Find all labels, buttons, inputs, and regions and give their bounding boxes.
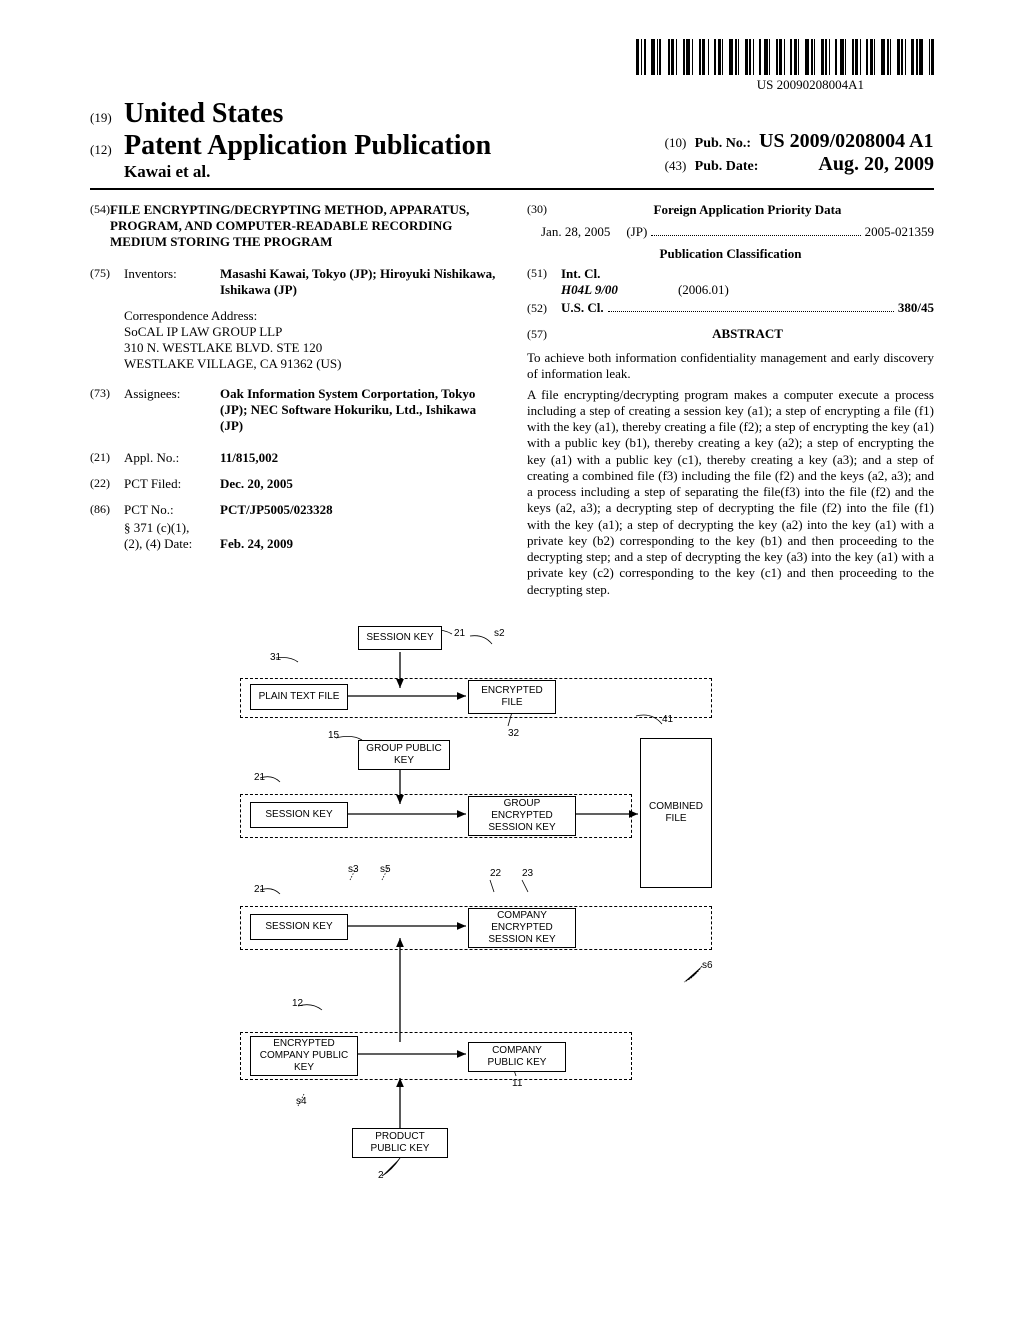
country-tag: (19) xyxy=(90,110,124,126)
pct-filed-value: Dec. 20, 2005 xyxy=(220,476,497,492)
ref-41: 41 xyxy=(662,714,673,725)
box-encrypted-file: ENCRYPTED FILE xyxy=(468,680,556,714)
ref-s6: s6 xyxy=(702,960,713,971)
foreign-country: (JP) xyxy=(626,224,647,240)
foreign-priority-head: Foreign Application Priority Data xyxy=(561,202,934,218)
box-product-public-key: PRODUCT PUBLIC KEY xyxy=(352,1128,448,1158)
appl-no-text: 11/815,002 xyxy=(220,450,278,465)
abstract-paragraph-2: A file encrypting/decrypting program mak… xyxy=(527,387,934,598)
pct-no-label: PCT No.: xyxy=(124,502,220,518)
correspondence-addr1: 310 N. WESTLAKE BLVD. STE 120 xyxy=(124,340,497,356)
pct-filed-label: PCT Filed: xyxy=(124,476,220,492)
box-combined-file: COMBINED FILE xyxy=(640,738,712,888)
assignees-names: Oak Information System Corportation, Tok… xyxy=(220,386,476,433)
barcode-area: US 20090208004A1 xyxy=(90,30,934,93)
ref-s5: s5 xyxy=(380,864,391,875)
biblio-columns: (54) FILE ENCRYPTING/DECRYPTING METHOD, … xyxy=(90,202,934,602)
uscl-label: U.S. Cl. xyxy=(561,300,604,316)
box-session-key-mid: SESSION KEY xyxy=(250,802,348,828)
pct-no-value: PCT/JP5005/023328 xyxy=(220,502,497,518)
dotted-fill xyxy=(651,225,860,236)
box-encrypted-company-pk: ENCRYPTED COMPANY PUBLIC KEY xyxy=(250,1036,358,1076)
abstract-paragraph-1: To achieve both information confidential… xyxy=(527,350,934,383)
patent-page: US 20090208004A1 (19) United States (12)… xyxy=(0,0,1024,1222)
pub-date-value: Aug. 20, 2009 xyxy=(818,153,934,176)
ref-2: 2 xyxy=(378,1170,384,1181)
s371-value: Feb. 24, 2009 xyxy=(220,536,497,552)
inventors-names: Masashi Kawai, Tokyo (JP); Hiroyuki Nish… xyxy=(220,266,495,297)
box-group-enc-session-key: GROUP ENCRYPTED SESSION KEY xyxy=(468,796,576,836)
barcode-graphic xyxy=(636,39,934,75)
abstract-heading: ABSTRACT xyxy=(561,326,934,342)
box-session-key-top: SESSION KEY xyxy=(358,626,442,650)
inventors-label: Inventors: xyxy=(124,266,220,298)
assignees-label: Assignees: xyxy=(124,386,220,434)
abstract-tag: (57) xyxy=(527,327,561,342)
figure-diagram: SESSION KEY 21 s2 31 PLAIN TEXT FILE ENC… xyxy=(232,622,792,1182)
s371-label: § 371 (c)(1), (2), (4) Date: xyxy=(124,520,220,552)
pub-no-label: Pub. No.: xyxy=(695,136,751,152)
country-label: United States xyxy=(124,98,283,130)
pub-date-tag: (43) xyxy=(665,158,695,174)
intcl-code: H04L 9/00 xyxy=(561,282,618,298)
ref-12: 12 xyxy=(292,998,303,1009)
left-column: (54) FILE ENCRYPTING/DECRYPTING METHOD, … xyxy=(90,202,497,602)
publication-type: Patent Application Publication xyxy=(124,130,491,162)
pub-classification-head: Publication Classification xyxy=(527,246,934,262)
pct-no-tag: (86) xyxy=(90,502,124,518)
dotted-fill-uscl xyxy=(608,301,894,312)
intcl-label: Int. Cl. xyxy=(561,266,600,282)
pct-filed-tag: (22) xyxy=(90,476,124,492)
pub-no-value: US 2009/0208004 A1 xyxy=(759,130,933,153)
intcl-tag: (51) xyxy=(527,266,561,282)
divider-thick xyxy=(90,188,934,190)
s371-tag xyxy=(90,520,124,552)
correspondence-label: Correspondence Address: xyxy=(124,308,497,324)
right-column: (30) Foreign Application Priority Data J… xyxy=(527,202,934,602)
pub-date-label: Pub. Date: xyxy=(695,159,759,175)
pub-no-tag: (10) xyxy=(665,135,695,151)
uscl-value: 380/45 xyxy=(898,300,934,316)
authors-line: Kawai et al. xyxy=(124,162,491,182)
appl-no-value: 11/815,002 xyxy=(220,450,497,466)
header-block: (19) United States (12) Patent Applicati… xyxy=(90,98,934,182)
uscl-tag: (52) xyxy=(527,301,561,316)
foreign-number: 2005-021359 xyxy=(865,224,934,240)
foreign-priority-tag: (30) xyxy=(527,202,561,218)
inventors-value: Masashi Kawai, Tokyo (JP); Hiroyuki Nish… xyxy=(220,266,497,298)
ref-s4: s4 xyxy=(296,1096,307,1107)
appl-no-tag: (21) xyxy=(90,450,124,466)
ref-31: 31 xyxy=(270,652,281,663)
box-group-public-key: GROUP PUBLIC KEY xyxy=(358,740,450,770)
ref-21-top: 21 xyxy=(454,628,465,639)
ref-21-bot: 21 xyxy=(254,884,265,895)
inventors-tag: (75) xyxy=(90,266,124,298)
ref-22: 22 xyxy=(490,868,501,879)
pct-no-text: PCT/JP5005/023328 xyxy=(220,502,333,517)
ref-32: 32 xyxy=(508,728,519,739)
box-company-public-key: COMPANY PUBLIC KEY xyxy=(468,1042,566,1072)
ref-21-mid: 21 xyxy=(254,772,265,783)
barcode-text: US 20090208004A1 xyxy=(90,77,864,93)
correspondence-name: SoCAL IP LAW GROUP LLP xyxy=(124,324,497,340)
ref-23: 23 xyxy=(522,868,533,879)
title-tag: (54) xyxy=(90,202,110,250)
pct-filed-text: Dec. 20, 2005 xyxy=(220,476,293,491)
correspondence-addr2: WESTLAKE VILLAGE, CA 91362 (US) xyxy=(124,356,497,372)
s371-text: Feb. 24, 2009 xyxy=(220,536,293,551)
type-tag: (12) xyxy=(90,142,124,158)
ref-15: 15 xyxy=(328,730,339,741)
box-plain-text-file: PLAIN TEXT FILE xyxy=(250,684,348,710)
ref-s2: s2 xyxy=(494,628,505,639)
ref-11: 11 xyxy=(512,1078,522,1089)
ref-s3: s3 xyxy=(348,864,359,875)
intcl-year: (2006.01) xyxy=(678,282,729,298)
box-session-key-bot: SESSION KEY xyxy=(250,914,348,940)
appl-no-label: Appl. No.: xyxy=(124,450,220,466)
foreign-date: Jan. 28, 2005 xyxy=(541,224,610,240)
box-company-enc-session-key: COMPANY ENCRYPTED SESSION KEY xyxy=(468,908,576,948)
invention-title: FILE ENCRYPTING/DECRYPTING METHOD, APPAR… xyxy=(110,202,497,250)
assignees-tag: (73) xyxy=(90,386,124,434)
assignees-value: Oak Information System Corportation, Tok… xyxy=(220,386,497,434)
